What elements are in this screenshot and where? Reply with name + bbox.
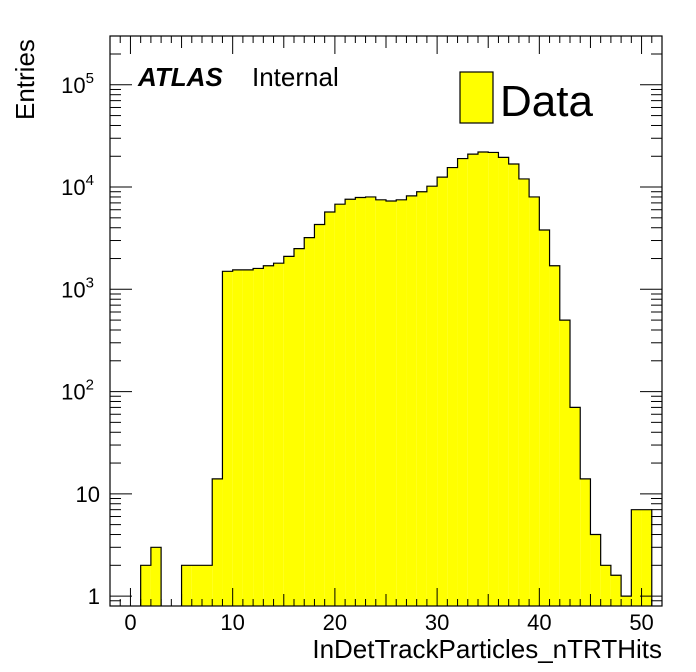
histogram-bin xyxy=(212,478,223,606)
histogram-bin xyxy=(437,177,448,606)
y-tick-label: 104 xyxy=(61,172,94,200)
histogram-bin xyxy=(488,152,499,607)
histogram-bin xyxy=(304,237,315,606)
histogram-bin xyxy=(570,407,581,606)
atlas-label: ATLAS xyxy=(137,62,223,92)
histogram-bin xyxy=(181,565,192,606)
legend-swatch xyxy=(459,71,494,124)
y-tick-label: 102 xyxy=(61,377,94,405)
histogram-bin xyxy=(140,565,151,606)
histogram-bin xyxy=(600,565,611,606)
internal-label: Internal xyxy=(252,62,339,92)
histogram-series xyxy=(140,151,653,607)
histogram-bin xyxy=(498,157,509,606)
histogram-bin xyxy=(355,197,366,606)
histogram-bin xyxy=(508,164,519,606)
histogram-bin xyxy=(253,268,264,606)
x-tick-label: 10 xyxy=(220,610,244,635)
y-tick-label: 105 xyxy=(61,70,94,98)
x-tick-label: 20 xyxy=(323,610,347,635)
histogram-bin xyxy=(222,271,233,606)
histogram-bin xyxy=(314,224,325,606)
histogram-bin xyxy=(478,152,489,606)
histogram-bin xyxy=(334,204,346,607)
y-axis: 1 10 102 103 104 105 xyxy=(61,35,662,609)
histogram-bin xyxy=(232,269,243,606)
y-tick-label: 103 xyxy=(61,274,94,302)
x-tick-label: 30 xyxy=(425,610,449,635)
legend-label: Data xyxy=(500,77,593,126)
histogram-bin xyxy=(549,265,560,606)
histogram-bin xyxy=(375,199,386,606)
x-tick-label: 0 xyxy=(124,610,136,635)
histogram-bin xyxy=(426,186,438,607)
histogram-bin xyxy=(191,565,202,606)
histogram-bin xyxy=(457,158,468,606)
histogram-bin xyxy=(580,478,591,606)
histogram-bin xyxy=(641,509,652,606)
y-tick-label: 10 xyxy=(76,482,100,507)
histogram-bin xyxy=(447,167,458,606)
histogram-bin xyxy=(590,534,601,606)
histogram-bin xyxy=(559,320,570,606)
histogram-bin xyxy=(273,263,284,606)
histogram-bin xyxy=(202,565,213,606)
histogram-bin xyxy=(263,265,274,606)
histogram-bin xyxy=(396,199,407,606)
histogram-outline xyxy=(140,151,653,606)
histogram-bin xyxy=(345,199,356,607)
x-tick-label: 40 xyxy=(527,610,551,635)
histogram-bin xyxy=(621,596,632,606)
histogram-bin xyxy=(242,269,254,606)
x-axis-title: InDetTrackParticles_nTRTHits xyxy=(312,634,662,664)
histogram-bin xyxy=(518,178,530,606)
histogram-bin xyxy=(294,248,305,606)
histogram-bin xyxy=(610,575,622,606)
histogram-bin xyxy=(539,230,550,606)
histogram-bin xyxy=(386,201,397,606)
histogram-bin xyxy=(324,212,335,606)
histogram-bin xyxy=(150,547,162,606)
histogram-bin xyxy=(529,196,540,606)
x-axis: 0 10 20 30 40 50 xyxy=(109,36,663,635)
histogram-bin xyxy=(406,195,417,606)
histogram-bin xyxy=(416,191,427,606)
y-axis-title: Entries xyxy=(10,39,40,120)
y-tick-label: 1 xyxy=(88,584,100,609)
x-tick-label: 50 xyxy=(629,610,653,635)
histogram-bin xyxy=(467,154,478,606)
histogram-bin xyxy=(283,256,294,606)
histogram-bin xyxy=(365,196,376,606)
histogram-bin xyxy=(631,509,642,606)
